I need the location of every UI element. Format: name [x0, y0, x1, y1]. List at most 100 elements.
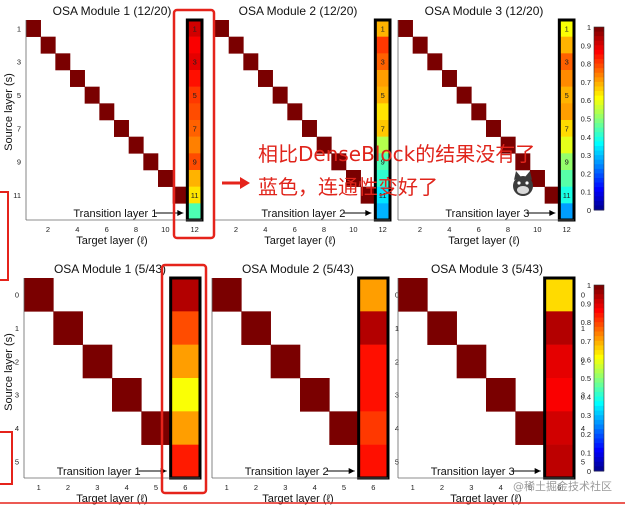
diagonal-cell [228, 36, 244, 54]
y-tick-label: 3 [17, 58, 21, 67]
x-tick-label: 6 [293, 225, 297, 234]
transition-tick-label: 2 [581, 357, 585, 366]
colorbar-tick-label: 1 [587, 281, 591, 290]
x-tick-label: 10 [349, 225, 357, 234]
y-tick-label: 5 [17, 91, 21, 100]
chart-title: OSA Module 1 (12/20) [53, 4, 172, 18]
x-tick-label: 2 [418, 225, 422, 234]
transition-cell [375, 120, 390, 137]
y-tick-label: 11 [13, 191, 21, 200]
x-axis-label: Target layer (ℓ) [264, 235, 335, 247]
colorbar-segment [594, 104, 604, 110]
x-tick-label: 12 [378, 225, 386, 234]
transition-tick-label: 0 [581, 291, 585, 300]
transition-label: Transition layer 2 [261, 208, 345, 220]
transition-cell [375, 186, 390, 204]
transition-cell [170, 311, 200, 345]
colorbar-segment [594, 49, 604, 55]
transition-tick-label: 11 [379, 191, 387, 200]
colorbar-segment [594, 91, 604, 97]
colorbar-segment [594, 401, 604, 407]
transition-tick-label: 7 [381, 124, 385, 133]
cat-face-eye [517, 181, 521, 185]
diagonal-cell [243, 53, 259, 71]
colorbar-segment [594, 95, 604, 101]
diagonal-cell [427, 311, 457, 345]
colorbar-segment [594, 164, 604, 170]
colorbar-tick-label: 0.4 [581, 393, 591, 402]
transition-cell [375, 170, 390, 187]
diagonal-cell [26, 20, 41, 37]
colorbar-tick-label: 0.7 [581, 337, 591, 346]
x-tick-label: 6 [557, 483, 561, 492]
colorbar-segment [594, 289, 604, 295]
transition-tick-label: 11 [191, 191, 199, 200]
colorbar-segment [594, 191, 604, 197]
watermark: @稀土掘金技术社区 [513, 479, 612, 493]
diagonal-cell [360, 186, 376, 204]
colorbar: 1 0.9 0.8 0.7 0.6 0.5 0.4 0.3 0.2 0.1 0 [581, 23, 605, 215]
transition-cell [559, 170, 574, 187]
diagonal-cell [427, 53, 443, 71]
transition-cell [187, 103, 202, 121]
colorbar-segment [594, 336, 604, 342]
diagonal-cell [82, 344, 113, 379]
transition-arrow-head [549, 210, 556, 216]
colorbar-segment [594, 378, 604, 384]
x-tick-label: 2 [234, 225, 238, 234]
transition-cell [559, 186, 574, 204]
transition-tick-label: 9 [565, 158, 569, 167]
colorbar-segment [594, 461, 604, 467]
x-tick-label: 3 [469, 483, 473, 492]
diagonal-cell [515, 411, 545, 445]
diagonal-cell [471, 103, 487, 121]
colorbar-segment [594, 368, 604, 374]
cat-face-eye [525, 181, 529, 185]
transition-tick-label: 5 [395, 457, 399, 466]
x-tick-label: 6 [105, 225, 109, 234]
y-tick-label: 9 [17, 158, 21, 167]
colorbar-segment [594, 354, 604, 360]
transition-cell [187, 36, 202, 54]
diagonal-cell [302, 120, 317, 137]
colorbar-segment [594, 132, 604, 138]
colorbar-tick-label: 0.8 [581, 60, 591, 69]
colorbar-segment [594, 452, 604, 458]
transition-arrow-head [365, 210, 372, 216]
x-tick-label: 5 [154, 483, 158, 492]
diagonal-cell [412, 36, 428, 54]
x-tick-label: 5 [342, 483, 346, 492]
colorbar-segment [594, 72, 604, 78]
diagonal-cell [287, 103, 303, 121]
colorbar-segment [594, 350, 604, 356]
y-tick-label: 7 [17, 124, 21, 133]
transition-cell [170, 378, 200, 412]
chart-title: OSA Module 2 (5/43) [242, 262, 354, 276]
transition-cell [559, 136, 574, 154]
diagonal-cell [272, 86, 288, 104]
transition-cell [375, 136, 390, 154]
transition-cell [187, 53, 202, 71]
diagonal-cell [329, 411, 359, 445]
transition-cell [170, 278, 200, 312]
cat-face-mouth [517, 186, 529, 194]
transition-tick-label: 5 [193, 91, 197, 100]
transition-cell [358, 378, 388, 412]
x-tick-label: 3 [283, 483, 287, 492]
x-tick-label: 6 [477, 225, 481, 234]
diagonal-cell [398, 278, 428, 312]
transition-cell [358, 411, 388, 445]
transition-cell [187, 170, 202, 187]
colorbar-segment [594, 173, 604, 179]
diagonal-cell [24, 278, 54, 312]
colorbar-segment [594, 141, 604, 147]
x-tick-label: 12 [190, 225, 198, 234]
diagonal-cell [346, 170, 361, 187]
colorbar-segment [594, 68, 604, 74]
transition-cell [544, 411, 574, 445]
transition-tick-label: 3 [395, 391, 399, 400]
heatmap-panel: 2 4 6 8 10 12 1 3 5 7 9 11 Transition layer 2 [213, 18, 392, 234]
transition-cell [559, 36, 574, 54]
